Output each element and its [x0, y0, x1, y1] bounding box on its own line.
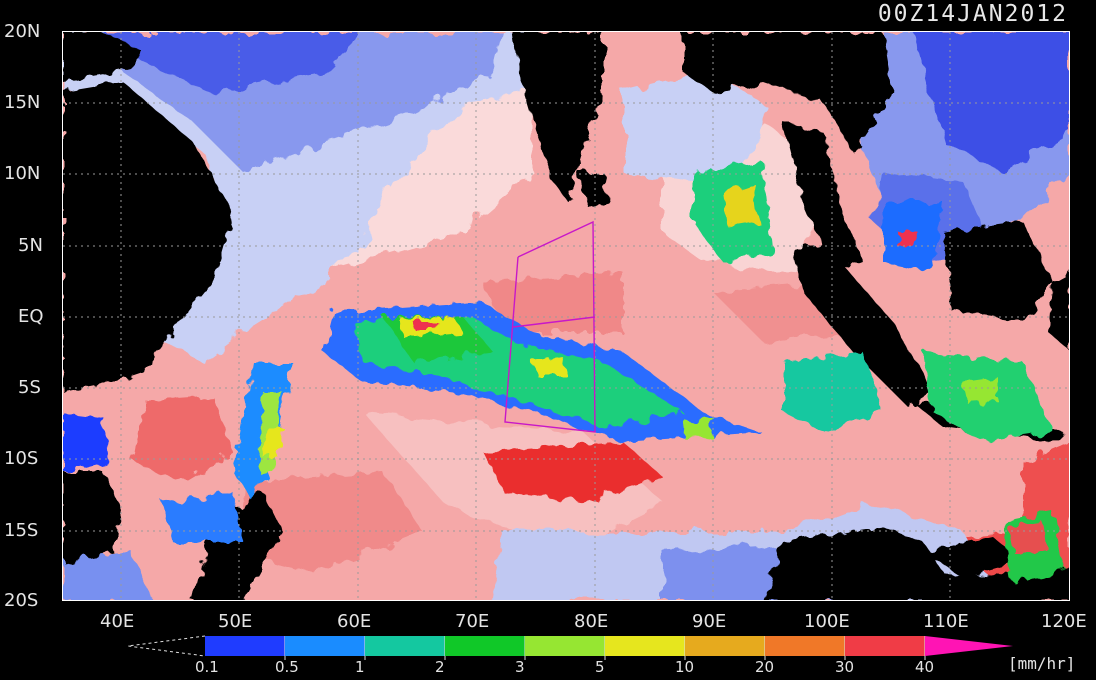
colorbar-label: 40: [915, 658, 935, 676]
lon-label-120e: 120E: [1041, 611, 1087, 632]
colorbar-label: 1: [355, 658, 365, 676]
lon-label-90e: 90E: [692, 611, 727, 632]
lat-label-15n: 15N: [4, 92, 41, 113]
colorbar-label: 20: [755, 658, 775, 676]
colorbar-label: 10: [675, 658, 695, 676]
lon-label-110e: 110E: [923, 611, 969, 632]
colorbar-label: 0.5: [275, 658, 299, 676]
lat-label-5s: 5S: [18, 377, 41, 398]
map-canvas: [63, 32, 1069, 600]
lat-label-15s: 15S: [4, 520, 39, 541]
lat-label-10n: 10N: [4, 163, 41, 184]
colorbar-swatch: [685, 636, 765, 656]
lon-label-100e: 100E: [804, 611, 850, 632]
colorbar-swatch: [605, 636, 685, 656]
lat-label-eq: EQ: [18, 306, 44, 327]
colorbar-label: 30: [835, 658, 855, 676]
colorbar-under-arrow: [127, 635, 206, 657]
heavy-rain-cores: [263, 182, 1048, 552]
grid-lines: [63, 32, 1069, 600]
colorbar-swatch: [365, 636, 445, 656]
lon-label-80e: 80E: [574, 611, 609, 632]
lat-label-10s: 10S: [4, 448, 39, 469]
region-outline: [504, 220, 596, 433]
precipitation-map: [62, 31, 1070, 601]
lon-label-70e: 70E: [455, 611, 490, 632]
colorbar-swatch: [205, 636, 285, 656]
colorbar-swatch: [285, 636, 365, 656]
timestamp-title: 00Z14JAN2012: [877, 1, 1068, 27]
colorbar-label: 5: [595, 658, 605, 676]
colorbar-swatch: [765, 636, 845, 656]
colorbar-over-arrow: [925, 636, 1013, 656]
lat-label-20n: 20N: [4, 21, 41, 42]
lat-label-20s: 20S: [4, 590, 39, 611]
lon-label-50e: 50E: [218, 611, 253, 632]
colorbar: [127, 635, 1013, 660]
lat-label-5n: 5N: [18, 235, 43, 256]
colorbar-label: 2: [435, 658, 445, 676]
unit-label: [mm/hr]: [1008, 654, 1076, 673]
lon-label-60e: 60E: [337, 611, 372, 632]
lon-label-40e: 40E: [100, 611, 135, 632]
colorbar-label: 3: [515, 658, 525, 676]
colorbar-swatch: [525, 636, 605, 656]
colorbar-label: 0.1: [195, 658, 219, 676]
colorbar-swatch: [845, 636, 925, 656]
colorbar-swatch: [445, 636, 525, 656]
